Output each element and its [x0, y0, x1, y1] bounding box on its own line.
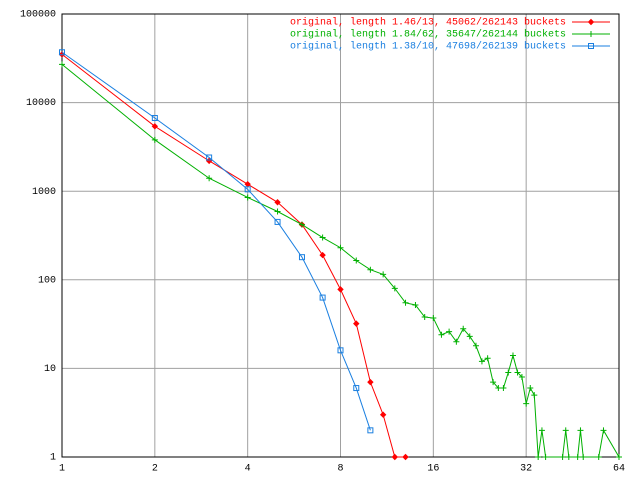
point — [514, 369, 521, 376]
point — [367, 427, 374, 434]
legend-label: original, length 1.38/10, 47698/262139 b… — [290, 41, 566, 53]
legend-label: original, length 1.84/62, 35647/262144 b… — [290, 29, 566, 41]
point — [490, 379, 497, 386]
point — [531, 392, 538, 399]
point — [59, 61, 65, 68]
legend-label: original, length 1.46/13, 45062/262143 b… — [290, 17, 566, 29]
point — [587, 18, 595, 26]
point — [274, 199, 281, 206]
series-line — [61, 63, 620, 458]
point — [151, 123, 159, 130]
point — [478, 358, 485, 365]
point — [588, 43, 594, 49]
point — [391, 285, 398, 292]
point — [337, 244, 344, 251]
x-tick-label: 16 — [427, 464, 439, 475]
point — [367, 378, 374, 386]
x-tick-label: 32 — [520, 464, 532, 475]
point — [402, 453, 409, 461]
point — [353, 385, 360, 392]
point — [391, 453, 399, 461]
x-tick-label: 4 — [245, 464, 251, 475]
point — [466, 333, 473, 340]
point — [580, 454, 587, 460]
point — [244, 194, 251, 201]
y-tick-label: 100 — [38, 275, 56, 286]
y-tick-label: 100000 — [20, 10, 56, 21]
x-tick-label: 64 — [613, 464, 625, 475]
point — [274, 218, 281, 225]
point — [244, 186, 251, 193]
point — [509, 352, 516, 359]
point — [446, 328, 453, 335]
point — [562, 427, 569, 434]
y-tick-label: 10000 — [26, 98, 56, 109]
point — [412, 301, 419, 308]
y-tick-label: 10 — [44, 364, 56, 375]
x-tick-label: 1 — [59, 464, 65, 475]
point — [438, 331, 445, 338]
point — [523, 400, 530, 407]
point — [565, 454, 572, 460]
point — [353, 320, 360, 327]
point — [337, 286, 344, 293]
x-tick-label: 2 — [152, 464, 158, 475]
point — [495, 385, 502, 392]
point — [577, 427, 584, 434]
point — [600, 427, 607, 434]
point — [453, 338, 460, 345]
point — [274, 208, 281, 215]
point — [380, 271, 387, 278]
point — [588, 31, 594, 37]
point — [206, 154, 213, 161]
point — [298, 254, 305, 261]
y-tick-label: 1000 — [32, 187, 56, 198]
point — [319, 234, 326, 241]
point — [559, 454, 566, 460]
point — [460, 325, 467, 332]
point — [518, 373, 525, 380]
point — [353, 257, 360, 264]
point — [527, 385, 534, 392]
plot-border — [61, 13, 620, 458]
point — [298, 221, 305, 228]
point — [206, 175, 213, 182]
point — [616, 454, 622, 460]
point — [430, 315, 437, 322]
point — [484, 355, 491, 362]
series-line — [61, 51, 371, 431]
point — [542, 454, 549, 460]
point — [500, 385, 507, 392]
point — [379, 411, 387, 418]
point — [595, 454, 602, 460]
point — [402, 299, 409, 306]
x-tick-label: 8 — [337, 464, 343, 475]
point — [574, 454, 581, 460]
point — [319, 251, 326, 259]
series-line — [61, 54, 406, 458]
point — [151, 136, 158, 143]
point — [319, 294, 326, 301]
point — [59, 49, 65, 56]
point — [337, 347, 344, 354]
point — [505, 369, 512, 376]
point — [367, 266, 374, 273]
point — [244, 180, 251, 188]
y-tick-label: 1 — [50, 453, 56, 464]
point — [472, 342, 479, 349]
point — [535, 454, 542, 460]
point — [151, 115, 158, 122]
point — [421, 314, 428, 321]
point — [538, 427, 545, 434]
